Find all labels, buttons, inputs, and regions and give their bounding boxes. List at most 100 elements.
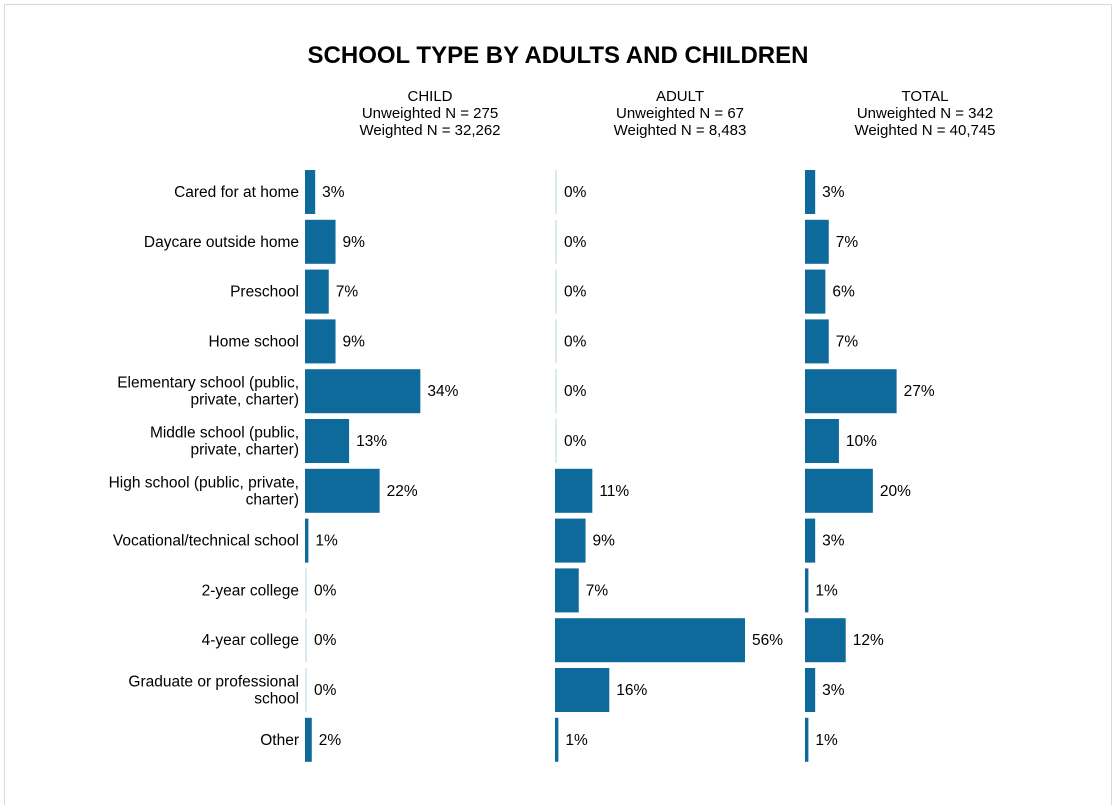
category-label: school: [254, 691, 299, 708]
category-label: Vocational/technical school: [113, 533, 299, 550]
value-label-total: 3%: [822, 533, 845, 550]
chart-svg: SCHOOL TYPE BY ADULTS AND CHILDREN CHILD…: [109, 42, 996, 762]
category-label: Home school: [209, 333, 299, 350]
panel-weighted-n-child: Weighted N = 32,262: [359, 122, 500, 139]
panel-unweighted-n-child: Unweighted N = 275: [362, 105, 498, 122]
value-label-child: 13%: [356, 433, 387, 450]
panel-name-total: TOTAL: [902, 88, 949, 105]
value-label-adult: 0%: [564, 333, 587, 350]
value-label-adult: 7%: [586, 582, 609, 599]
bars: 3% 9% 7% 9% 34% 13% 22% 1% 0% 0% 0% 2% 0% 0% 0% 0% 0% 0% 1…: [305, 170, 935, 762]
bar-adult: [555, 419, 557, 463]
category-label: Graduate or professional: [128, 674, 299, 691]
category-label: Other: [260, 732, 299, 749]
bar-total: [805, 219, 829, 264]
bar-total: [805, 717, 809, 762]
bar-total: [805, 319, 829, 364]
value-label-total: 20%: [880, 483, 911, 500]
bar-child: [305, 319, 336, 364]
value-label-total: 10%: [846, 433, 877, 450]
chart-title: SCHOOL TYPE BY ADULTS AND CHILDREN: [308, 42, 809, 69]
bar-adult: [555, 369, 557, 414]
bar-total: [805, 170, 816, 214]
bar-adult: [555, 269, 557, 314]
value-label-total: 27%: [904, 383, 935, 400]
bar-child: [305, 170, 316, 214]
bar-adult: [555, 568, 579, 613]
value-label-adult: 0%: [564, 284, 587, 301]
value-label-child: 1%: [315, 533, 338, 550]
value-label-total: 6%: [832, 284, 855, 301]
bar-adult: [555, 468, 593, 513]
bar-total: [805, 269, 826, 314]
bar-adult: [555, 717, 559, 762]
panel-unweighted-n-total: Unweighted N = 342: [857, 105, 993, 122]
category-label: 2-year college: [202, 582, 299, 599]
panel-weighted-n-total: Weighted N = 40,745: [854, 122, 995, 139]
value-label-total: 12%: [853, 632, 884, 649]
bar-adult: [555, 170, 557, 214]
bar-total: [805, 369, 897, 414]
bar-child: [305, 568, 307, 613]
category-label: Preschool: [230, 284, 299, 301]
value-label-adult: 0%: [564, 383, 587, 400]
bar-total: [805, 419, 839, 463]
panel-weighted-n-adult: Weighted N = 8,483: [614, 122, 747, 139]
bar-total: [805, 668, 816, 712]
bar-total: [805, 568, 809, 613]
panel-unweighted-n-adult: Unweighted N = 67: [616, 105, 744, 122]
bar-child: [305, 269, 329, 314]
value-label-child: 9%: [343, 234, 366, 251]
bar-child: [305, 518, 309, 563]
bar-child: [305, 419, 350, 463]
value-label-total: 7%: [836, 333, 859, 350]
bar-adult: [555, 319, 557, 364]
bar-adult: [555, 668, 610, 712]
bar-total: [805, 618, 846, 663]
panel-name-child: CHILD: [407, 88, 452, 105]
value-label-adult: 0%: [564, 234, 587, 251]
value-label-adult: 0%: [564, 433, 587, 450]
bar-child: [305, 219, 336, 264]
value-label-adult: 11%: [599, 483, 629, 500]
category-label: Middle school (public,: [150, 425, 299, 442]
category-label: charter): [246, 491, 299, 508]
bar-adult: [555, 518, 586, 563]
value-label-adult: 16%: [616, 682, 647, 699]
bar-child: [305, 717, 312, 762]
bar-adult: [555, 219, 557, 264]
value-label-child: 0%: [314, 682, 337, 699]
value-label-adult: 9%: [593, 533, 616, 550]
category-label: Daycare outside home: [144, 234, 299, 251]
value-label-total: 1%: [815, 582, 838, 599]
value-label-child: 7%: [336, 284, 359, 301]
category-label: 4-year college: [202, 632, 299, 649]
value-label-child: 9%: [343, 333, 366, 350]
value-label-adult: 0%: [564, 184, 587, 201]
value-label-total: 3%: [822, 682, 845, 699]
bar-child: [305, 668, 307, 712]
value-label-child: 22%: [387, 483, 418, 500]
value-label-child: 0%: [314, 632, 337, 649]
category-label: private, charter): [190, 442, 299, 459]
value-label-child: 0%: [314, 582, 337, 599]
value-label-child: 2%: [319, 732, 342, 749]
bar-child: [305, 468, 380, 513]
value-label-total: 7%: [836, 234, 859, 251]
bar-total: [805, 468, 873, 513]
chart-frame: SCHOOL TYPE BY ADULTS AND CHILDREN CHILD…: [4, 4, 1112, 805]
value-label-adult: 1%: [565, 732, 588, 749]
value-label-child: 34%: [427, 383, 458, 400]
category-label: Cared for at home: [174, 184, 299, 201]
value-label-child: 3%: [322, 184, 345, 201]
panel-name-adult: ADULT: [656, 88, 704, 105]
bar-adult: [555, 618, 745, 663]
category-label: Elementary school (public,: [117, 375, 299, 392]
bar-total: [805, 518, 816, 563]
bar-child: [305, 369, 421, 414]
value-label-total: 3%: [822, 184, 845, 201]
category-labels: Cared for at home Daycare outside home Pre…: [109, 184, 299, 749]
category-label: private, charter): [190, 392, 299, 409]
value-label-total: 1%: [815, 732, 838, 749]
